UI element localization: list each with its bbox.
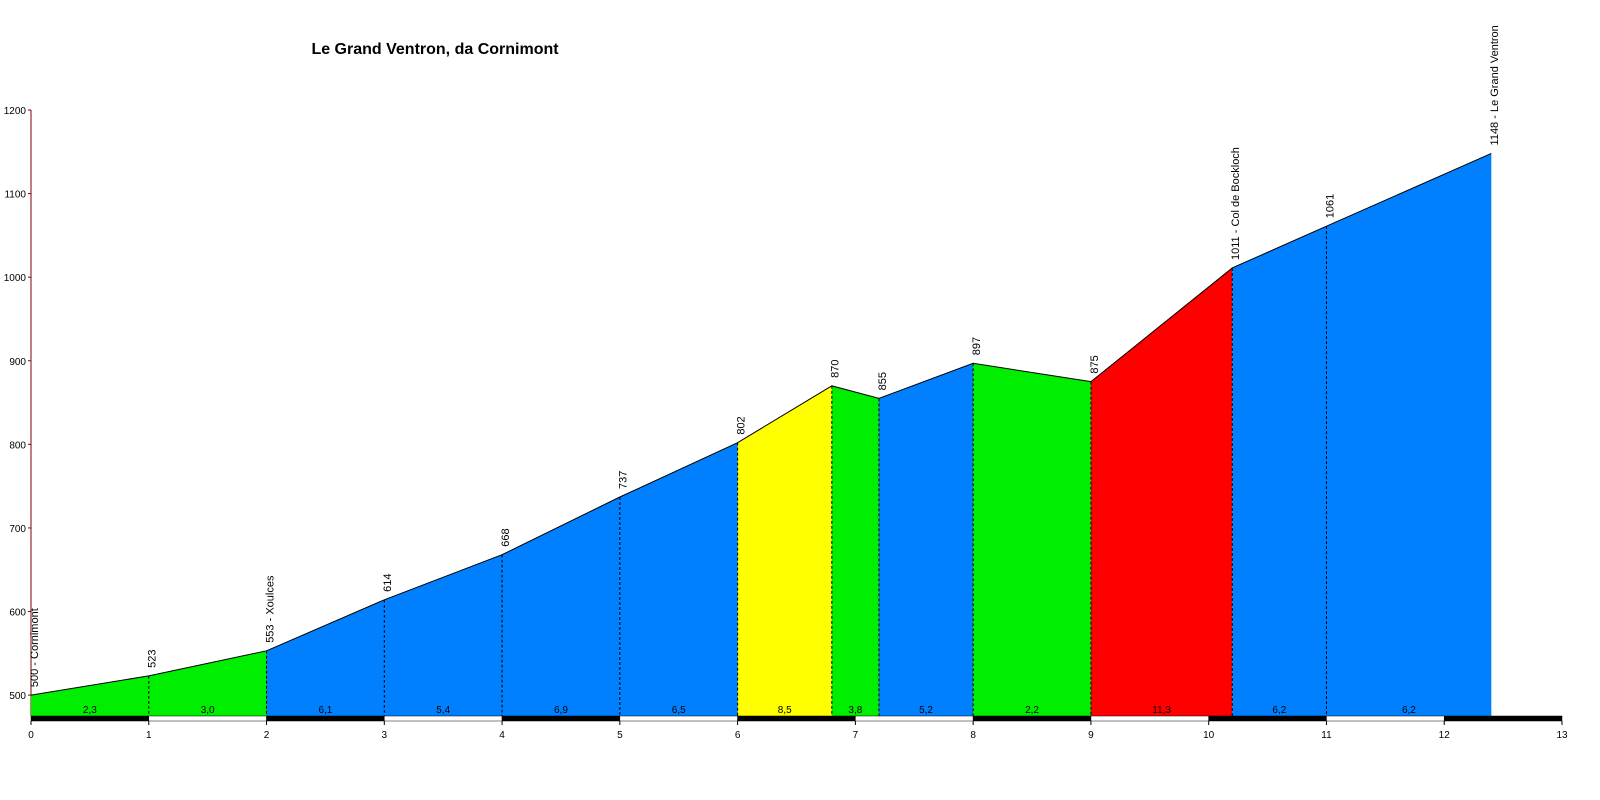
point-label: 875 [1089, 355, 1101, 373]
point-label: 1148 - Le Grand Ventron [1489, 25, 1501, 145]
x-tick-label: 0 [28, 730, 34, 741]
gradient-label: 8,5 [778, 705, 792, 716]
x-tick-label: 5 [617, 730, 623, 741]
point-label: 737 [618, 471, 630, 489]
gradient-label: 5,4 [436, 705, 450, 716]
segment-area [31, 675, 149, 716]
scale-bar-segment [1090, 715, 1209, 722]
y-tick-label: 900 [9, 357, 26, 368]
scale-bar-segment [1443, 715, 1563, 722]
segment-area [148, 650, 267, 716]
segment-area [384, 554, 503, 716]
x-tick-label: 9 [1088, 730, 1094, 741]
gradient-label: 6,1 [318, 705, 332, 716]
point-label: 870 [830, 359, 842, 377]
x-tick-label: 2 [264, 730, 270, 741]
x-tick-label: 12 [1439, 730, 1451, 741]
segment-area [1326, 153, 1492, 716]
point-label: 614 [382, 573, 394, 591]
scale-bar-segment [30, 715, 150, 722]
segment-area [1232, 226, 1327, 717]
scale-bar-segment [384, 715, 503, 722]
gradient-label: 5,2 [919, 705, 933, 716]
point-label: 500 - Cornimont [29, 608, 41, 687]
profile-line [30, 153, 1492, 696]
gradient-label: 6,9 [554, 705, 568, 716]
segment-area [878, 363, 974, 716]
y-tick-label: 1200 [4, 106, 27, 117]
gradient-label: 3,0 [201, 705, 215, 716]
point-label: 668 [500, 528, 512, 546]
point-label: 1011 - Col de Bockloch [1230, 147, 1242, 260]
scale-bar-segment [737, 715, 856, 722]
chart-title: Le Grand Ventron, da Cornimont [311, 41, 559, 58]
point-label: 897 [971, 337, 983, 355]
y-tick-label: 500 [9, 691, 26, 702]
y-tick-label: 700 [9, 524, 26, 535]
segment-area [737, 385, 832, 716]
x-tick-label: 6 [735, 730, 741, 741]
gradient-label: 11,3 [1152, 705, 1171, 716]
gradient-label: 6,2 [1272, 705, 1286, 716]
scale-bar-segment [1208, 715, 1327, 722]
x-tick-label: 10 [1203, 730, 1215, 741]
x-tick-label: 1 [146, 730, 152, 741]
segment-area [502, 497, 620, 716]
segment-area [619, 442, 738, 716]
gradient-label: 6,5 [672, 705, 686, 716]
scale-bar-segment [501, 715, 621, 722]
x-tick-label: 11 [1321, 730, 1332, 741]
segment-area [831, 385, 879, 716]
gradient-label: 6,2 [1402, 705, 1416, 716]
x-tick-label: 3 [382, 730, 388, 741]
scale-bar-segment [619, 715, 738, 722]
point-label: 802 [736, 416, 748, 434]
segment-area [973, 363, 1091, 716]
segment-area [1090, 267, 1233, 716]
y-tick-label: 1100 [4, 190, 26, 201]
scale-bar-segment [855, 715, 974, 722]
x-tick-label: 8 [970, 730, 976, 741]
scale-bar-segment [148, 715, 267, 722]
point-label: 1061 [1324, 194, 1336, 218]
scale-bar-segment [266, 715, 385, 722]
y-tick-label: 1000 [4, 273, 27, 284]
segment-area [266, 599, 385, 716]
point-label: 553 - Xoulces [264, 575, 276, 643]
gradient-label: 2,2 [1025, 705, 1039, 716]
y-tick-label: 600 [9, 608, 26, 619]
x-tick-label: 4 [499, 730, 505, 741]
point-label: 523 [147, 650, 159, 668]
x-tick-label: 13 [1556, 730, 1568, 741]
scale-bar-segment [972, 715, 1092, 722]
gradient-label: 3,8 [848, 705, 862, 716]
x-tick-label: 7 [853, 730, 859, 741]
gradient-label: 2,3 [83, 705, 97, 716]
scale-bar-segment [1326, 715, 1445, 722]
y-tick-label: 800 [9, 440, 26, 451]
point-label: 855 [877, 372, 889, 390]
